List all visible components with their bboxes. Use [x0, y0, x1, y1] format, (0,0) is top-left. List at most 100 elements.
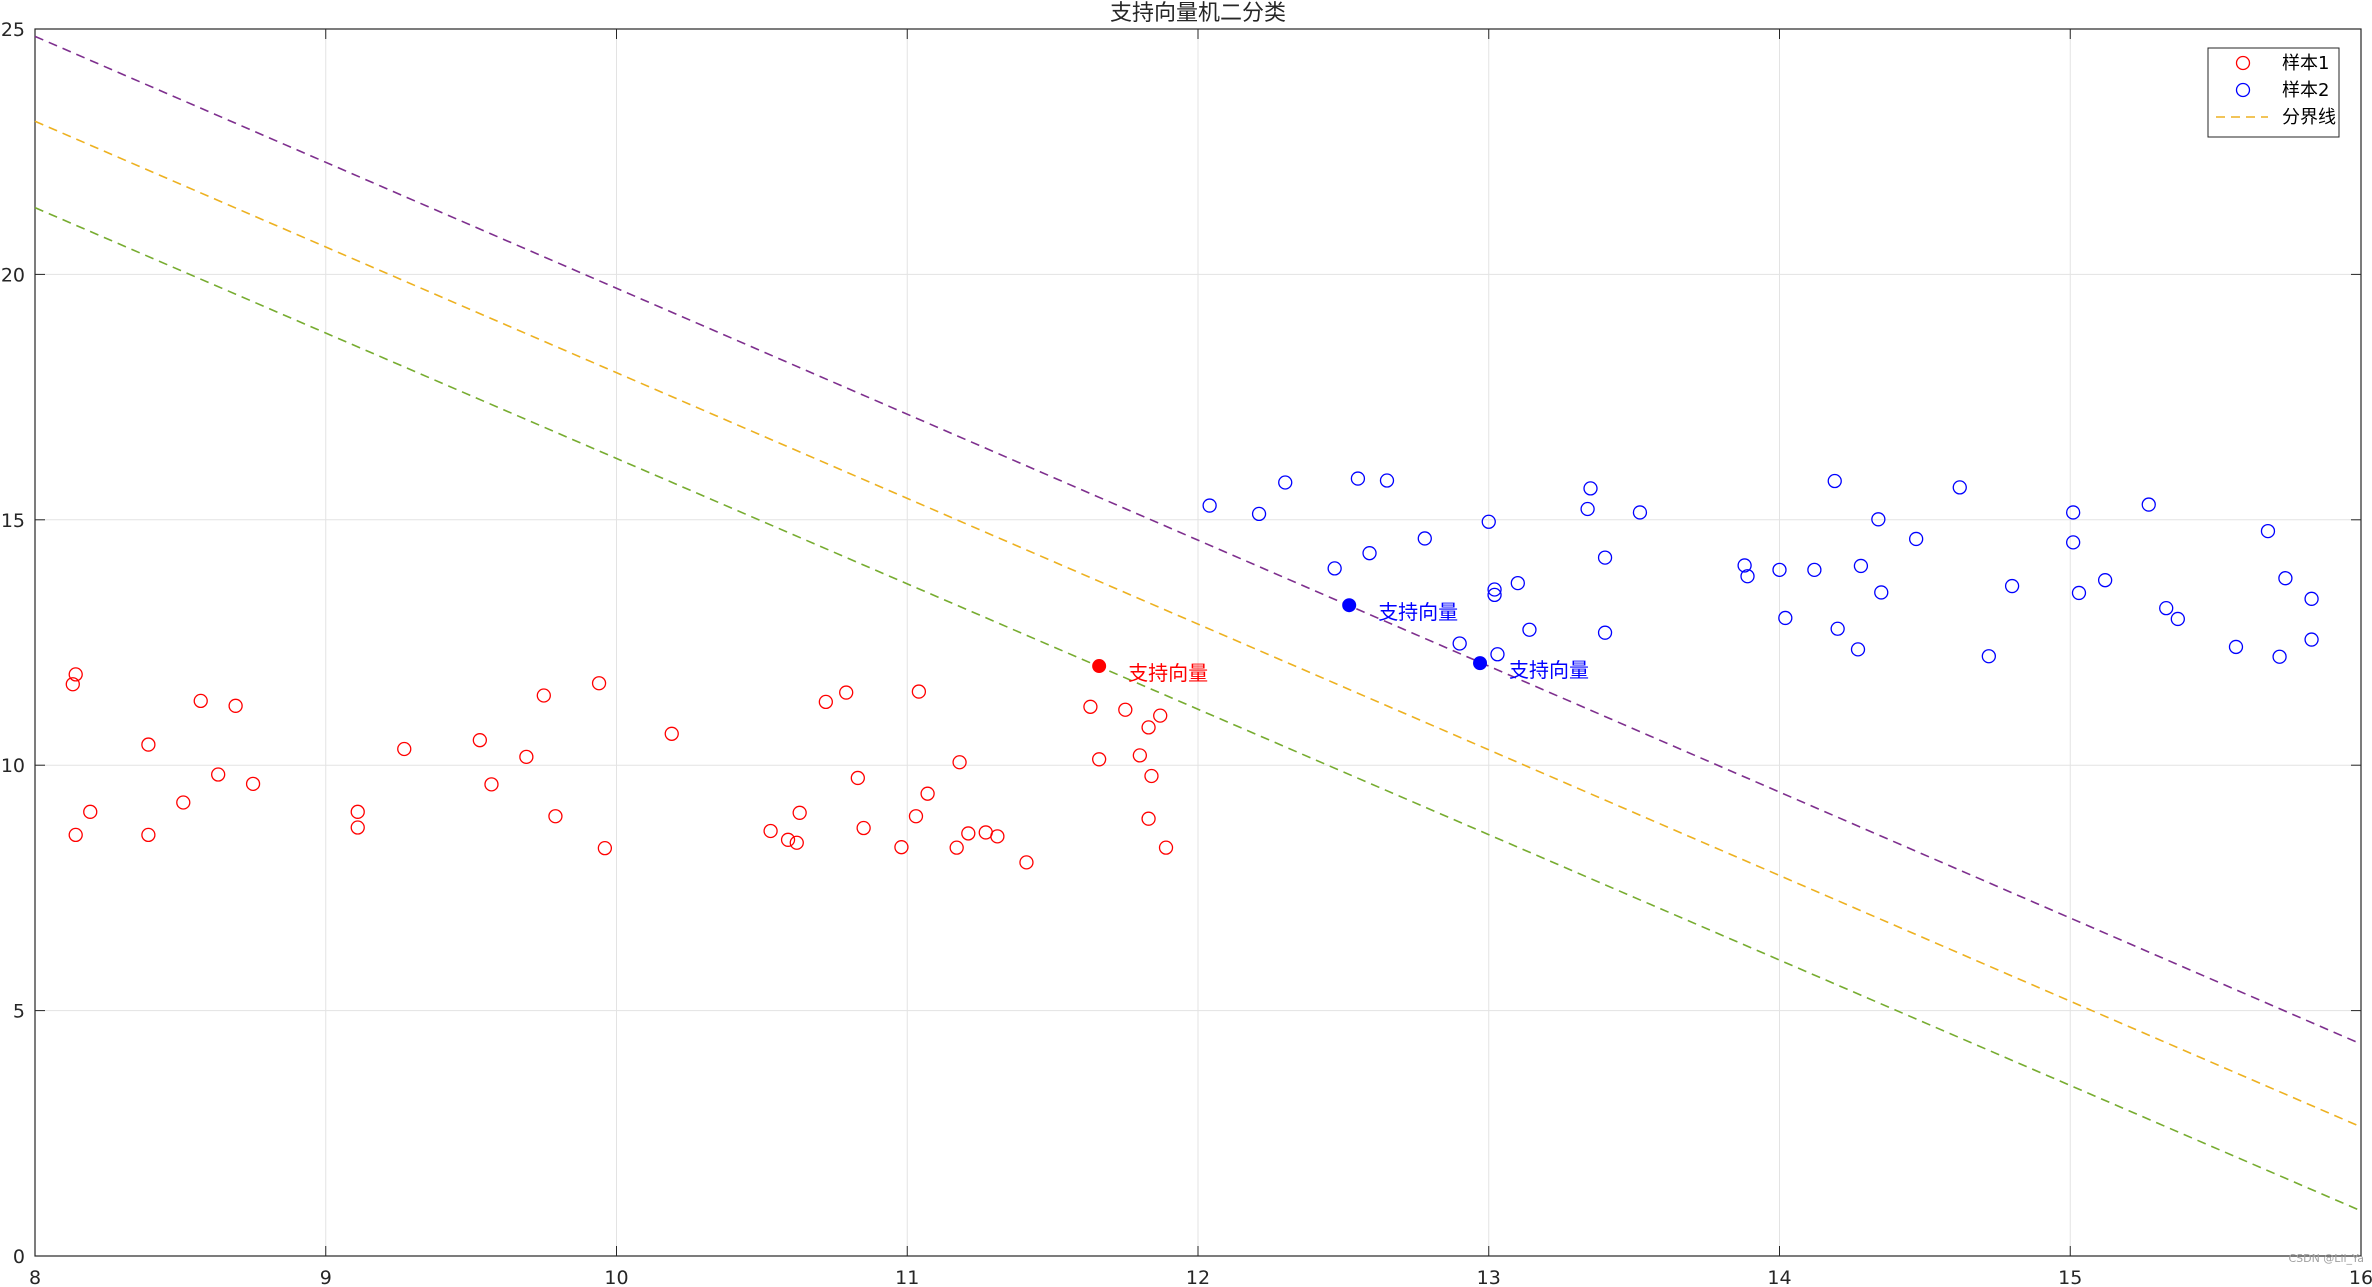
legend-box [2207, 47, 2340, 138]
data-point [789, 835, 804, 850]
data-point [1202, 498, 1217, 513]
data-point [1772, 562, 1787, 578]
x-tick-label: 13 [1477, 1267, 1501, 1287]
x-tick-label: 12 [1186, 1267, 1210, 1287]
data-point [2097, 573, 2113, 588]
data-point [818, 694, 833, 710]
data-point [1417, 531, 1432, 546]
data-point [245, 776, 261, 792]
data-point [1490, 647, 1505, 662]
watermark: CSDN @Lil_Ya [2288, 1252, 2364, 1265]
data-point [952, 755, 967, 770]
data-point [1132, 748, 1147, 763]
x-tick-label: 11 [895, 1267, 919, 1287]
data-point [856, 820, 871, 836]
data-point [548, 809, 563, 824]
y-tick-label: 10 [1, 755, 25, 777]
legend-label: 样本2 [2282, 80, 2329, 101]
grid-lines [34, 28, 2362, 1257]
x-tick-label: 14 [1767, 1267, 1791, 1287]
data-point [1597, 625, 1613, 640]
data-point [2304, 591, 2319, 606]
data-point [1158, 840, 1174, 855]
data-point [2159, 600, 2174, 616]
data-point [1118, 702, 1133, 717]
data-point [1362, 546, 1377, 561]
data-point [536, 688, 551, 703]
data-point [228, 698, 243, 713]
data-point [1091, 752, 1107, 767]
axis-ticks: 8 9 10 11 12 13 14 15 16 0 5 10 15 20 25 [1, 19, 2372, 1287]
data-point [141, 737, 156, 752]
data-point [1153, 708, 1168, 723]
data-point [1580, 501, 1595, 517]
data-point [1278, 475, 1293, 490]
data-point [211, 767, 226, 782]
data-point [2071, 585, 2087, 601]
boundary-lines [34, 35, 2362, 1212]
boundary-line [34, 35, 2362, 1045]
y-tick-label: 20 [1, 264, 25, 286]
data-point [2272, 649, 2287, 664]
legend-marker-swatch [2235, 55, 2251, 71]
data-point [1952, 480, 1967, 495]
data-point [911, 684, 927, 699]
data-point [839, 685, 854, 700]
data-point [1853, 558, 1869, 574]
data-point [1141, 720, 1156, 735]
data-point [2228, 639, 2244, 655]
data-point [68, 667, 83, 682]
data-point [350, 804, 365, 819]
data-point [1487, 587, 1502, 603]
support-vector-point [1092, 659, 1107, 674]
x-tick-label: 16 [2349, 1267, 2372, 1287]
data-point [1481, 514, 1496, 529]
data-point [2066, 535, 2081, 550]
data-point [2304, 632, 2319, 647]
data-point [1350, 471, 1366, 486]
data-point [792, 805, 807, 820]
data-point [141, 827, 156, 843]
data-point [597, 840, 613, 856]
support-vector-point [1473, 656, 1488, 671]
data-point [1583, 481, 1598, 496]
boundary-line [34, 120, 2362, 1128]
data-point [591, 676, 607, 691]
support-vector-label: 支持向量 [1509, 658, 1589, 682]
legend-label: 样本1 [2282, 53, 2329, 74]
data-point [350, 820, 365, 835]
data-point [1487, 582, 1502, 597]
data-point [894, 840, 909, 855]
data-point [1379, 473, 1395, 488]
data-point [1830, 621, 1845, 636]
support-vector-point [1342, 598, 1357, 613]
data-point [850, 770, 865, 786]
data-point [920, 786, 935, 801]
y-tick-label: 5 [13, 1001, 25, 1023]
data-point [1019, 855, 1034, 870]
data-point [1827, 473, 1842, 489]
data-point [1807, 562, 1822, 578]
data-point [472, 733, 487, 748]
y-tick-label: 0 [13, 1246, 25, 1268]
support-vector-label: 支持向量 [1128, 661, 1208, 685]
data-point [193, 693, 208, 709]
data-point [1510, 575, 1525, 591]
data-point [1251, 506, 1267, 522]
x-tick-label: 15 [2058, 1267, 2082, 1287]
data-point [484, 777, 499, 792]
data-point [176, 795, 191, 810]
data-point [397, 741, 412, 757]
data-point [990, 829, 1005, 844]
data-point [1141, 811, 1156, 826]
data-point [83, 804, 98, 819]
x-tick-label: 9 [320, 1267, 332, 1287]
data-points [65, 471, 2319, 870]
data-point [1144, 768, 1159, 784]
data-point [2260, 523, 2276, 539]
data-point [949, 840, 964, 855]
data-point [2278, 571, 2293, 586]
data-point [664, 726, 679, 741]
